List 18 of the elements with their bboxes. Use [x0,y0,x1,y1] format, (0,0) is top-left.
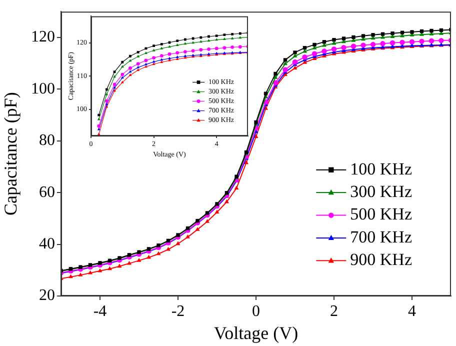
y-axis-title: Capacitance (pF) [0,92,21,216]
legend-label: 700 KHz [350,227,412,246]
y-tick-label: 40 [39,235,55,252]
legend-label: 500 KHz [350,204,412,224]
x-tick-label: -4 [93,302,107,320]
x-tick-label: -2 [171,302,185,320]
y-tick-label: 120 [31,28,55,46]
x-axis-title: Voltage (V) [214,322,298,343]
y-tick-label: 20 [39,287,55,304]
legend-label: 100 KHz [350,159,412,178]
x-tick-label: 2 [330,302,338,320]
x-tick-label: 4 [408,302,416,320]
y-tick-label: 60 [39,184,55,201]
y-tick-label: 100 [31,80,55,98]
legend-label: 900 KHz [350,250,412,270]
y-tick-label: 80 [39,132,55,150]
x-tick-label: 0 [252,302,260,320]
legend-label: 300 KHz [350,182,412,202]
